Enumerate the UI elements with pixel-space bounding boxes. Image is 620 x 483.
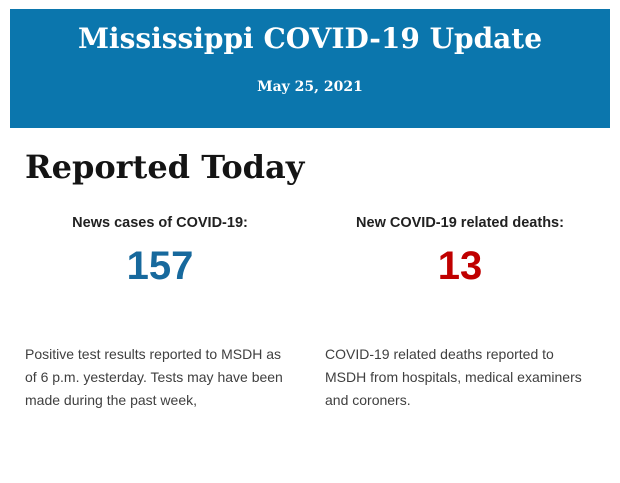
stat-label-new-cases: News cases of COVID-19: xyxy=(72,215,248,231)
stat-description-deaths: COVID-19 related deaths reported to MSDH… xyxy=(325,346,582,408)
stat-description-new-cases: Positive test results reported to MSDH a… xyxy=(25,346,283,408)
stat-deaths: New COVID-19 related deaths: 13 COVID-19… xyxy=(325,214,595,412)
stats-grid: News cases of COVID-19: 157 Positive tes… xyxy=(25,214,595,412)
stat-value-new-cases: 157 xyxy=(126,244,194,288)
report-date: May 25, 2021 xyxy=(257,79,363,95)
stat-value-deaths: 13 xyxy=(437,244,483,288)
main-content: Reported Today News cases of COVID-19: 1… xyxy=(25,147,595,412)
page-title: Mississippi COVID-19 Update xyxy=(77,22,543,55)
stat-label-deaths: New COVID-19 related deaths: xyxy=(356,215,564,231)
section-heading: Reported Today xyxy=(25,148,305,186)
header-banner: Mississippi COVID-19 Update May 25, 2021 xyxy=(10,9,610,128)
stat-new-cases: News cases of COVID-19: 157 Positive tes… xyxy=(25,214,295,412)
